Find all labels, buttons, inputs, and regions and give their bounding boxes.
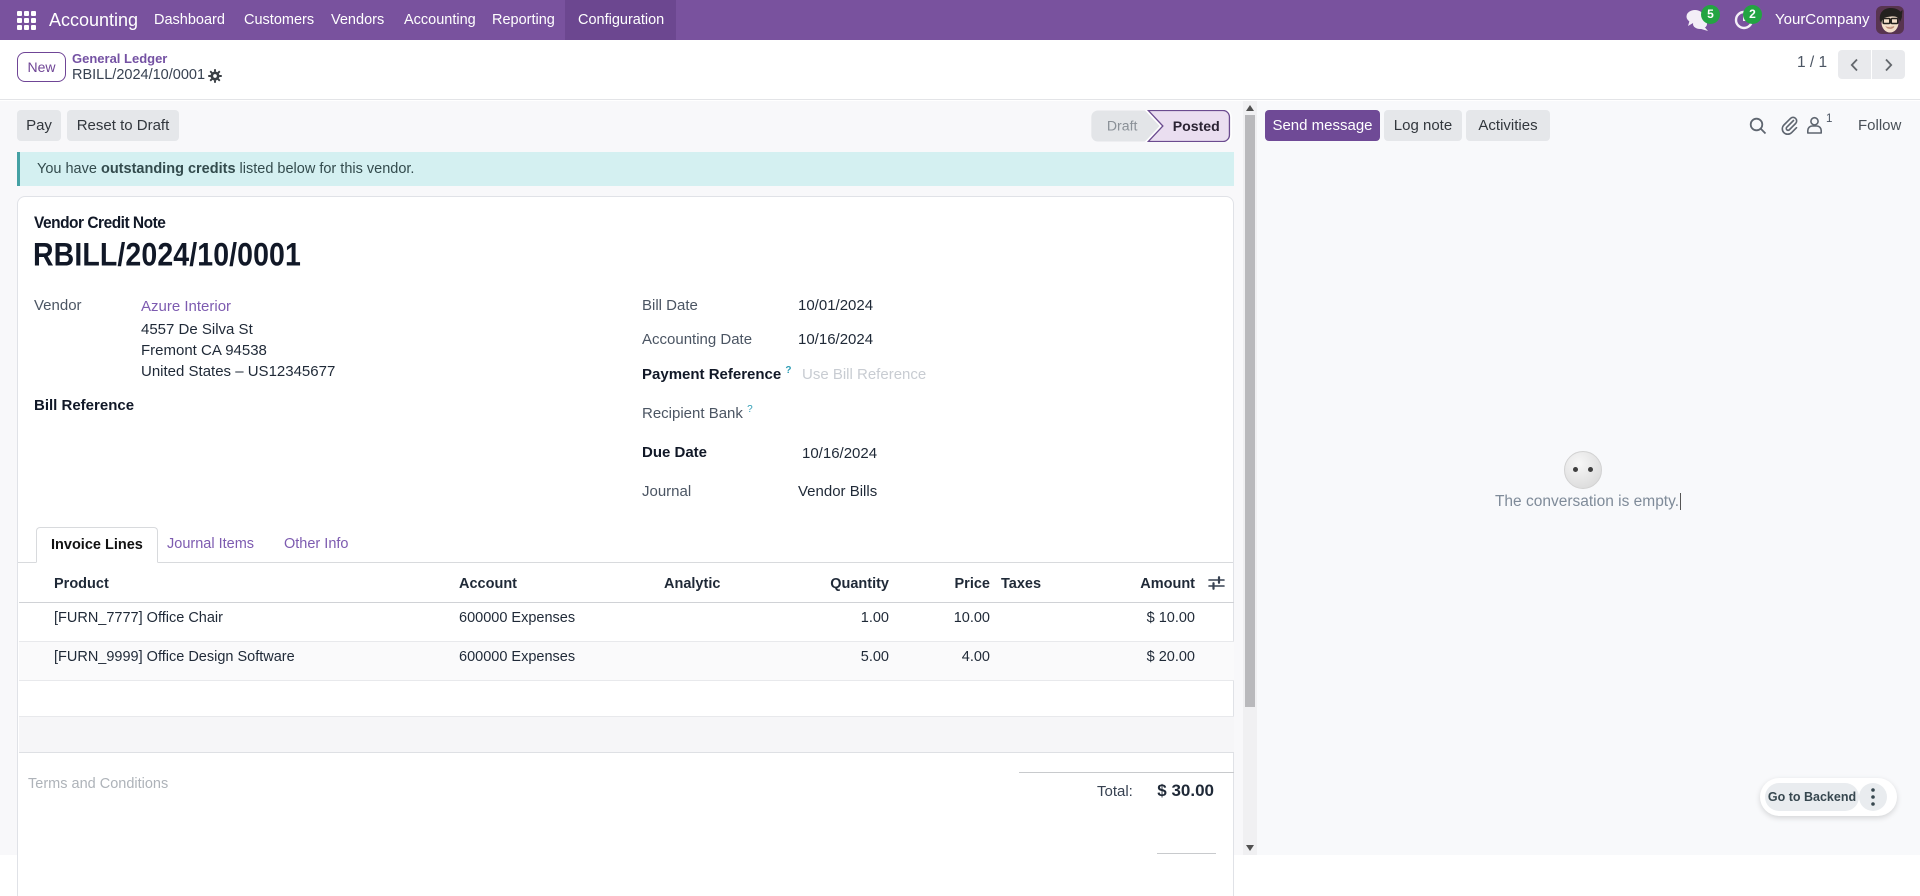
svg-text:Draft: Draft bbox=[1107, 118, 1138, 134]
svg-text:Posted: Posted bbox=[1173, 118, 1220, 134]
